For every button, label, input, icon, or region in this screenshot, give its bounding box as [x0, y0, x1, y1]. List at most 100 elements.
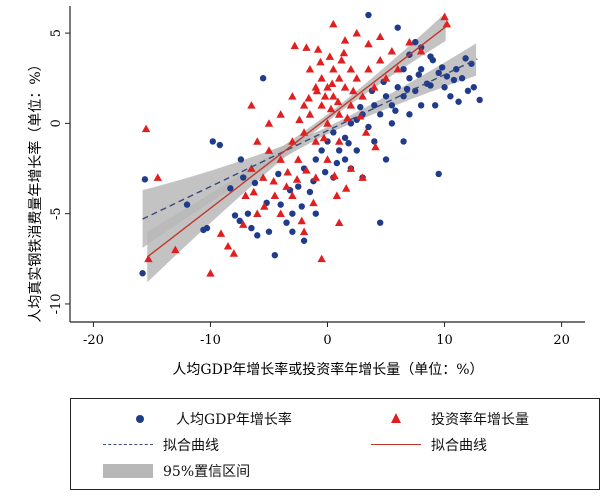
investment-point: [206, 269, 215, 277]
gdp-point: [476, 96, 483, 104]
gdp-point: [347, 120, 355, 127]
gdp-point: [341, 134, 349, 142]
gdp-point: [431, 102, 439, 109]
investment-point: [317, 101, 326, 109]
legend: 人均GDP年增长率 投资率年增长量 拟合曲线 拟合曲线 95%置信区间: [70, 398, 600, 490]
gdp-point: [453, 66, 460, 73]
legend-item-fit-dashed: 拟合曲线: [103, 435, 219, 455]
investment-point: [288, 92, 297, 100]
gdp-point: [462, 55, 469, 62]
confidence-band: [147, 12, 446, 283]
gdp-point: [295, 183, 302, 190]
gdp-point: [388, 102, 396, 109]
investment-point: [340, 36, 350, 44]
gdp-point: [318, 147, 325, 154]
gdp-point: [275, 170, 282, 178]
investment-point: [269, 176, 278, 185]
gdp-point: [139, 270, 146, 277]
gdp-point: [277, 201, 284, 208]
y-tick-label: -10: [49, 293, 64, 314]
legend-label-investment: 投资率年增长量: [431, 412, 529, 428]
gdp-point: [450, 76, 458, 84]
investment-point: [270, 191, 280, 199]
gdp-point: [394, 84, 401, 91]
gdp-point: [289, 210, 296, 217]
investment-point: [375, 32, 385, 41]
investment-point: [276, 209, 285, 218]
investment-point: [305, 110, 315, 118]
gdp-points: [139, 11, 483, 277]
investment-point: [276, 110, 285, 118]
gdp-point: [470, 84, 478, 91]
legend-label-fit-solid: 拟合曲线: [431, 438, 487, 454]
investment-point: [337, 55, 346, 64]
gdp-point: [435, 170, 442, 178]
investment-point: [320, 92, 330, 100]
x-tick-label: 10: [436, 333, 453, 348]
investment-point: [299, 227, 309, 236]
investment-point: [282, 182, 291, 190]
gdp-point: [455, 98, 462, 105]
dashed-line-icon: [103, 438, 153, 452]
investment-point: [223, 241, 233, 250]
investment-point: [335, 218, 344, 227]
investment-point: [260, 202, 269, 210]
gdp-point: [376, 111, 384, 118]
gdp-point: [388, 120, 396, 127]
investment-point: [364, 39, 373, 48]
investment-point: [311, 173, 320, 181]
gdp-point: [345, 140, 352, 147]
gdp-point: [312, 156, 319, 163]
investment-point: [253, 209, 262, 218]
x-tick-label: -10: [200, 333, 221, 348]
investment-point: [371, 142, 380, 151]
investment-point: [141, 124, 151, 133]
investment-point: [144, 254, 153, 263]
investment-point: [317, 254, 326, 263]
gdp-point: [458, 75, 466, 82]
gdp-point: [300, 237, 308, 244]
gdp-point: [336, 147, 343, 154]
gdp-fit-line: [142, 58, 478, 220]
gdp-point: [447, 93, 454, 100]
investment-point: [329, 92, 338, 100]
gdp-point: [312, 210, 319, 217]
investment-point: [375, 55, 385, 64]
investment-point: [247, 164, 256, 172]
investment-point: [442, 19, 452, 28]
investment-point: [171, 245, 180, 254]
investment-point: [302, 43, 311, 51]
band-swatch-icon: [103, 464, 153, 478]
investment-point: [370, 83, 379, 91]
gdp-point: [417, 66, 425, 73]
investment-point: [358, 173, 367, 181]
legend-item-gdp: 人均GDP年增长率: [116, 409, 292, 429]
gdp-point: [353, 147, 360, 154]
gdp-point: [237, 156, 245, 163]
gdp-point: [236, 217, 243, 225]
investment-point: [264, 119, 274, 127]
gdp-point: [251, 179, 259, 187]
gdp-point: [283, 219, 290, 226]
x-tick-label: -20: [83, 333, 104, 348]
investment-point: [329, 19, 338, 28]
gdp-point: [365, 123, 372, 131]
investment-point: [346, 164, 356, 172]
gdp-point: [435, 69, 442, 77]
investment-point: [393, 65, 402, 73]
investment-point: [340, 83, 350, 91]
gdp-point: [406, 111, 413, 118]
gdp-point: [415, 71, 422, 78]
gdp-point: [248, 224, 255, 232]
investment-point: [335, 110, 344, 118]
investment-point: [358, 92, 367, 100]
investment-point: [323, 119, 332, 127]
gdp-point: [382, 156, 390, 163]
gdp-point: [365, 11, 372, 19]
x-tick-label: 20: [553, 333, 570, 348]
investment-point: [319, 133, 329, 142]
investment-point: [313, 45, 323, 53]
investment-point: [326, 104, 336, 113]
investment-point: [440, 12, 449, 21]
investment-point: [316, 57, 325, 66]
